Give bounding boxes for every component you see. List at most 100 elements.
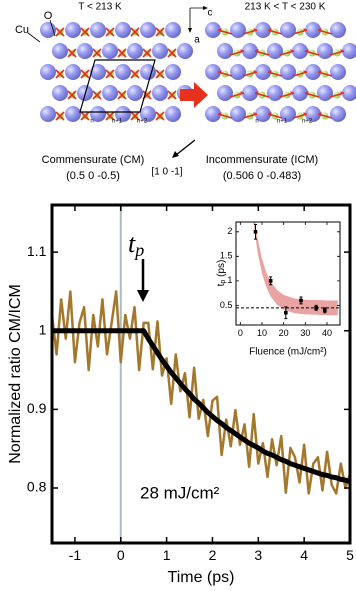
spin-head bbox=[253, 28, 257, 32]
cu-atom bbox=[165, 22, 181, 38]
y-tick-label: 0.8 bbox=[27, 479, 47, 495]
cu-atom bbox=[77, 43, 93, 59]
x-tick-label: 5 bbox=[346, 547, 354, 563]
x-tick-label: 4 bbox=[300, 547, 308, 563]
cu-atom bbox=[217, 43, 233, 59]
y-tick-label: 2 bbox=[227, 226, 232, 236]
cu-atom bbox=[280, 106, 296, 122]
cu-atom bbox=[330, 22, 346, 38]
cu-atom bbox=[152, 85, 168, 101]
direction-label: [1 0 -1] bbox=[151, 167, 182, 178]
spin-cross bbox=[55, 27, 65, 37]
cu-atom bbox=[267, 43, 283, 59]
data-point bbox=[323, 308, 327, 313]
x-tick-label: 30 bbox=[300, 328, 310, 338]
cu-atom bbox=[102, 43, 118, 59]
cu-atom bbox=[127, 85, 143, 101]
spin-head bbox=[305, 91, 309, 95]
inset-y-axis-label: tp (ps) bbox=[216, 260, 227, 287]
spin-cross bbox=[130, 111, 140, 121]
right-caption: Incommensurate (ICM) bbox=[206, 154, 318, 166]
spin-cross bbox=[67, 48, 77, 58]
cu-atom bbox=[342, 85, 356, 101]
spin-cross bbox=[55, 111, 65, 121]
spin-head bbox=[340, 49, 344, 53]
cu-atom bbox=[115, 64, 131, 80]
spin-cross bbox=[155, 27, 165, 37]
cu-atom bbox=[65, 106, 81, 122]
cu-atom bbox=[52, 85, 68, 101]
x-tick-label: 3 bbox=[254, 547, 262, 563]
plot-frame bbox=[50, 203, 352, 545]
right-caption: (0.506 0 -0.483) bbox=[223, 170, 301, 182]
cu-atom bbox=[205, 106, 221, 122]
cu-atom bbox=[292, 43, 308, 59]
spin-head bbox=[268, 70, 272, 74]
cu-atom bbox=[230, 64, 246, 80]
axes-glyph bbox=[189, 7, 205, 30]
cu-atom bbox=[255, 64, 271, 80]
spin-head bbox=[318, 28, 322, 32]
y-tick-label: 1.5 bbox=[220, 251, 233, 261]
cu-atom bbox=[205, 22, 221, 38]
spin-cross bbox=[67, 90, 77, 100]
cu-atom bbox=[305, 64, 321, 80]
direction-head bbox=[172, 151, 179, 158]
x-axis-label: Time (ps) bbox=[168, 569, 235, 586]
cu-atom bbox=[305, 106, 321, 122]
layer-label: n+2 bbox=[137, 119, 148, 125]
cu-atom bbox=[317, 85, 333, 101]
cu-atom bbox=[152, 43, 168, 59]
spin-cross bbox=[80, 111, 90, 121]
y-tick-label: 0.5 bbox=[220, 300, 233, 310]
spin-head bbox=[253, 70, 257, 74]
spin-cross bbox=[155, 111, 165, 121]
spin-head bbox=[318, 70, 322, 74]
layer-label: n+1 bbox=[112, 119, 123, 125]
cu-atom bbox=[115, 106, 131, 122]
spin-cross bbox=[105, 69, 115, 79]
cu-atom bbox=[127, 43, 143, 59]
y-axis-label: Normalized ratio CM/ICM bbox=[7, 284, 24, 464]
cu-atom bbox=[292, 85, 308, 101]
direction-arrow bbox=[175, 139, 196, 156]
plot-frame bbox=[235, 221, 341, 326]
cu-atom bbox=[267, 85, 283, 101]
cu-atom bbox=[330, 106, 346, 122]
data-point bbox=[284, 310, 288, 315]
left-caption: (0.5 0 -0.5) bbox=[66, 170, 120, 182]
cu-atom bbox=[140, 64, 156, 80]
spin-head bbox=[240, 49, 244, 53]
cu-atom bbox=[40, 64, 56, 80]
spin-head bbox=[253, 112, 257, 116]
cu-atom bbox=[255, 22, 271, 38]
cu-atom bbox=[65, 64, 81, 80]
series-line bbox=[50, 290, 352, 495]
x-tick-label: -1 bbox=[69, 547, 82, 563]
cu-atom bbox=[90, 106, 106, 122]
spin-cross bbox=[92, 90, 102, 100]
inset-x-axis-label: Fluence (mJ/cm²) bbox=[249, 347, 327, 358]
cu-atom bbox=[280, 64, 296, 80]
cu-atom bbox=[90, 22, 106, 38]
axis-a-label: a bbox=[194, 35, 200, 46]
spin-cross bbox=[167, 48, 177, 58]
crystal-diagram bbox=[27, 6, 356, 158]
spin-cross bbox=[105, 27, 115, 37]
cu-atom bbox=[52, 43, 68, 59]
left-title: T < 213 K bbox=[78, 2, 122, 13]
spin-head bbox=[268, 28, 272, 32]
cu-atom bbox=[165, 106, 181, 122]
cu-atom bbox=[177, 43, 193, 59]
spin-cross bbox=[55, 69, 65, 79]
spin-head bbox=[290, 49, 294, 53]
cu-atom bbox=[115, 22, 131, 38]
cu-atom bbox=[217, 85, 233, 101]
spin-head bbox=[303, 28, 307, 32]
cu-atom bbox=[65, 22, 81, 38]
layer-label: n+2 bbox=[302, 119, 313, 125]
x-tick-label: 1 bbox=[163, 547, 171, 563]
cu-atom bbox=[255, 106, 271, 122]
right-title: 213 K < T < 230 K bbox=[245, 2, 326, 13]
